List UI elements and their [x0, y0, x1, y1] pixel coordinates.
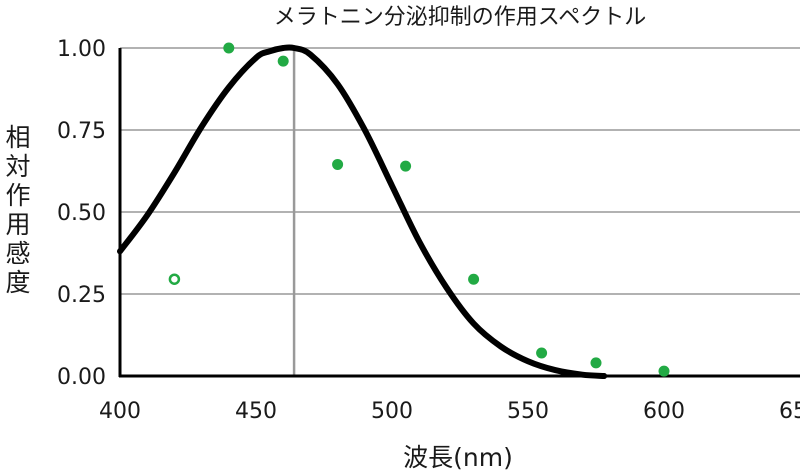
- data-point: [400, 160, 412, 172]
- axes: [118, 48, 800, 378]
- data-point: [658, 365, 670, 377]
- data-point: [223, 42, 235, 54]
- sensitivity-curve-line: [117, 44, 608, 379]
- grid-lines: [120, 47, 800, 295]
- data-point: [332, 158, 344, 170]
- data-point: [277, 55, 289, 67]
- x-tick-labels: 400 450 500 550 600 650: [99, 399, 800, 424]
- y-tick-labels: 0.00 0.25 0.50 0.75 1.00: [57, 37, 106, 390]
- y-axis-label: 相対作用感度: [5, 123, 30, 297]
- data-point: [536, 347, 548, 359]
- x-tick-label: 600: [643, 399, 685, 424]
- data-point: [468, 273, 480, 285]
- y-tick-label: 0.75: [57, 119, 106, 144]
- data-points: [168, 42, 670, 377]
- y-tick-label: 1.00: [57, 37, 106, 62]
- y-tick-label: 0.50: [57, 201, 106, 226]
- x-tick-label: 650: [779, 399, 800, 424]
- x-tick-label: 450: [235, 399, 277, 424]
- sensitivity-curve: [117, 44, 608, 379]
- x-axis-label: 波長(nm): [403, 443, 513, 472]
- data-point-open: [168, 273, 181, 285]
- x-tick-label: 550: [507, 399, 549, 424]
- x-tick-label: 500: [371, 399, 413, 424]
- y-tick-label: 0.00: [57, 365, 106, 390]
- data-point: [590, 357, 602, 369]
- x-tick-label: 400: [99, 399, 141, 424]
- y-tick-label: 0.25: [57, 283, 106, 308]
- chart-title: メラトニン分泌抑制の作用スペクトル: [274, 5, 646, 30]
